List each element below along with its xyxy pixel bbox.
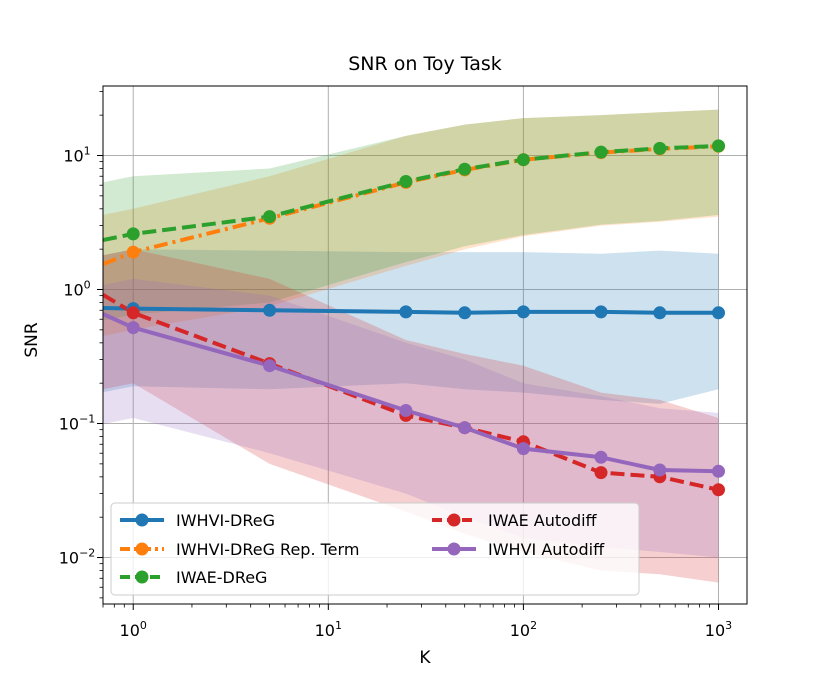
- series-0-marker: [399, 305, 413, 319]
- series-4-marker: [653, 463, 667, 477]
- axes: [97, 85, 748, 610]
- x-axis-label: K: [419, 648, 431, 668]
- series-0-marker: [263, 303, 277, 317]
- series-2-marker: [516, 153, 530, 167]
- series-2-marker: [126, 227, 140, 241]
- series-markers: [126, 139, 725, 497]
- tick-labels: 100 101 102 103 10−2 10−1 100 101: [59, 144, 732, 640]
- band-1: [103, 109, 719, 336]
- series-4-marker: [712, 464, 725, 478]
- series-2-marker: [712, 139, 725, 153]
- legend-swatch-marker-1: [135, 542, 149, 556]
- series-2-marker: [594, 145, 608, 159]
- series-2-marker: [399, 175, 413, 188]
- y-tick-label: 100: [63, 279, 90, 300]
- series-0-marker: [653, 306, 667, 320]
- series-4-marker: [126, 321, 140, 335]
- series-2-marker: [458, 162, 472, 176]
- legend-swatch-marker-4: [447, 542, 461, 556]
- series-2-marker: [653, 141, 667, 155]
- y-axis-label: SNR: [22, 322, 42, 358]
- series-4-marker: [458, 421, 472, 435]
- legend-label-4: IWHVI Autodiff: [488, 540, 605, 559]
- series-1-marker: [126, 245, 140, 259]
- legend-label-1: IWHVI-DReG Rep. Term: [176, 540, 359, 559]
- y-tick-label: 101: [63, 144, 90, 165]
- x-tick-label: 102: [510, 619, 537, 640]
- series-4-marker: [399, 404, 413, 417]
- chart-title: SNR on Toy Task: [348, 53, 502, 75]
- x-tick-label: 101: [315, 619, 342, 640]
- x-tick-label: 103: [705, 619, 732, 640]
- series-3-marker: [126, 306, 140, 320]
- band-0: [103, 249, 719, 404]
- series-4-marker: [263, 359, 277, 373]
- series-3-marker: [594, 466, 608, 480]
- legend-swatch-marker-0: [135, 513, 149, 527]
- series-0-marker: [712, 306, 725, 320]
- legend-swatch-marker-2: [135, 570, 149, 584]
- y-tick-label: 10−2: [59, 547, 96, 568]
- band-2: [103, 109, 719, 321]
- legend-swatch-marker-3: [447, 513, 461, 527]
- x-tick-label: 100: [120, 619, 147, 640]
- plot-frame: [102, 85, 748, 605]
- legend-label-0: IWHVI-DReG: [176, 511, 275, 530]
- series-4-marker: [594, 450, 608, 464]
- legend-box: [110, 502, 640, 596]
- legend-label-3: IWAE Autodiff: [488, 511, 598, 530]
- series-3-marker: [712, 483, 725, 497]
- series-0-marker: [516, 305, 530, 319]
- y-tick-label: 10−1: [59, 413, 96, 434]
- legend-label-2: IWAE-DReG: [176, 568, 267, 587]
- legend: IWHVI-DReG IWHVI-DReG Rep. Term IWAE-DReG I…: [110, 502, 640, 596]
- series-0-marker: [458, 306, 472, 320]
- series-2-marker: [263, 210, 277, 224]
- series-0-marker: [594, 305, 608, 319]
- series-4-marker: [516, 442, 530, 456]
